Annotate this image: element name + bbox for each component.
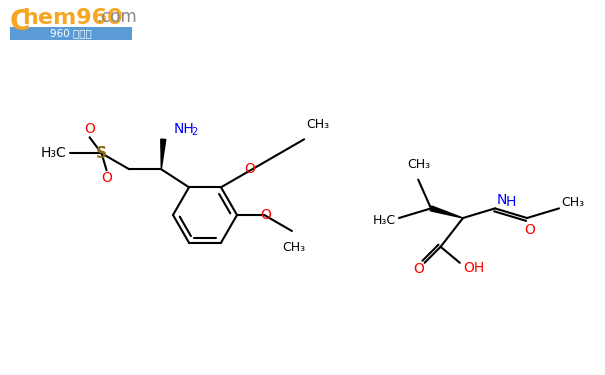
Text: 2: 2 — [191, 127, 198, 137]
Text: H: H — [506, 195, 517, 209]
Text: 960 化工网: 960 化工网 — [50, 28, 92, 39]
Text: CH₃: CH₃ — [561, 196, 584, 209]
Text: CH₃: CH₃ — [408, 158, 431, 171]
Text: H₃C: H₃C — [373, 213, 396, 226]
Text: OH: OH — [463, 261, 484, 275]
Text: CH₃: CH₃ — [306, 118, 329, 131]
Text: .com: .com — [96, 8, 137, 26]
Text: O: O — [84, 122, 95, 136]
FancyBboxPatch shape — [10, 27, 132, 40]
Text: NH: NH — [173, 122, 194, 136]
Text: N: N — [497, 194, 508, 207]
Text: O: O — [413, 262, 424, 276]
Text: hem960: hem960 — [22, 8, 123, 28]
Text: CH₃: CH₃ — [283, 241, 306, 254]
Text: O: O — [101, 171, 112, 185]
Text: H₃C: H₃C — [41, 146, 67, 160]
Text: S: S — [96, 146, 107, 161]
Polygon shape — [430, 206, 463, 218]
Text: O: O — [260, 208, 270, 222]
Text: C: C — [10, 8, 30, 36]
Text: O: O — [525, 223, 535, 237]
Polygon shape — [161, 139, 166, 169]
Text: O: O — [244, 162, 255, 176]
